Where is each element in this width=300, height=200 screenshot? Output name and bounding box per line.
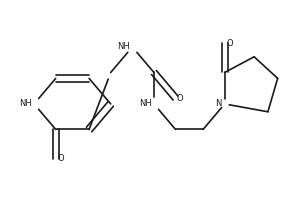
Text: O: O bbox=[177, 94, 184, 103]
Text: NH: NH bbox=[19, 99, 32, 108]
Text: NH: NH bbox=[117, 42, 130, 51]
Text: NH: NH bbox=[139, 99, 152, 108]
Text: N: N bbox=[216, 99, 222, 108]
Text: O: O bbox=[57, 154, 64, 163]
Text: O: O bbox=[226, 39, 233, 48]
